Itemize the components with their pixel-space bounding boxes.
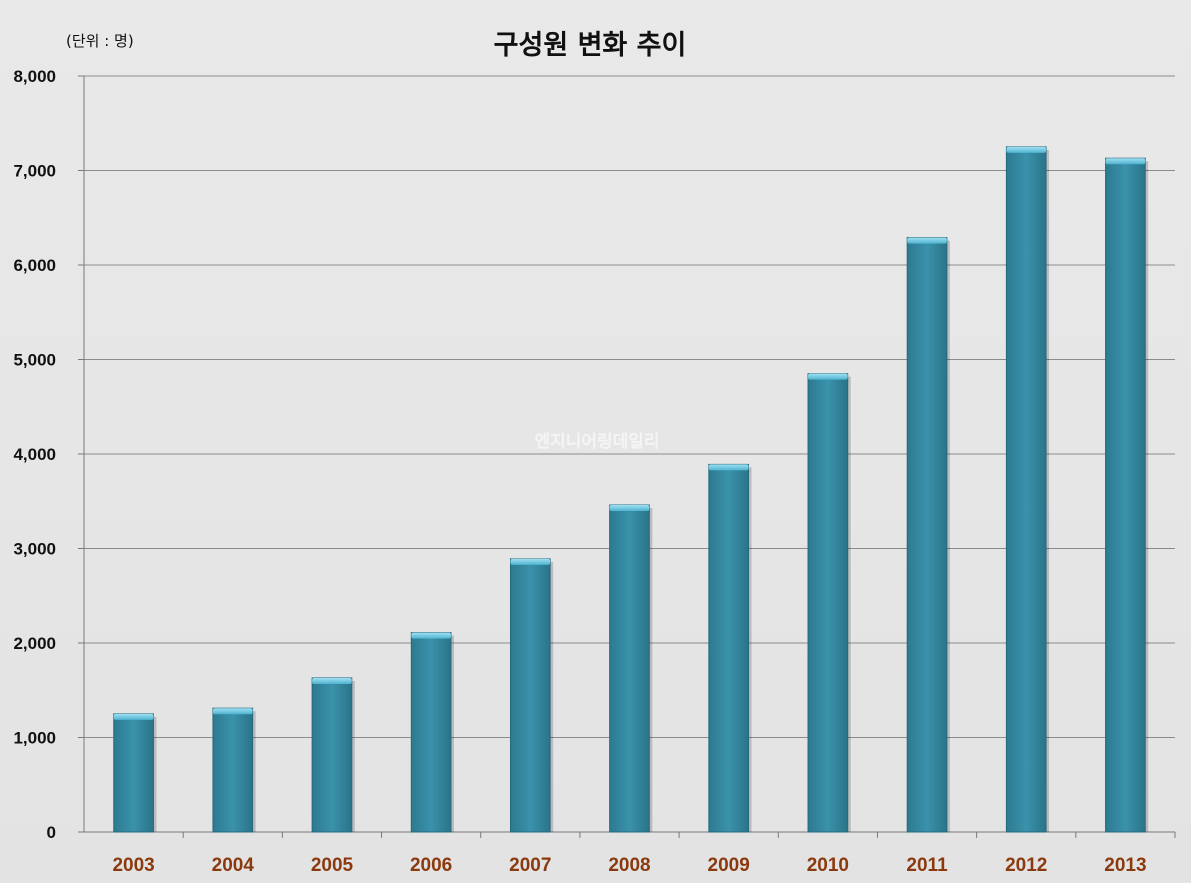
bar-2011: [906, 237, 950, 833]
y-tick-label: 5,000: [13, 351, 56, 370]
bar-2007: [509, 558, 554, 833]
bar: [410, 632, 452, 833]
bars: [113, 146, 1149, 833]
bar-2004: [212, 707, 256, 833]
bar: [113, 713, 154, 833]
bar-cap: [907, 237, 947, 244]
x-tick-label: 2004: [212, 855, 255, 876]
x-axis-ticks: 2003 2004 2005 2006 2007 2008 2009 2010 2011 2012…: [112, 855, 1146, 876]
bar-2003: [113, 713, 157, 833]
y-tick-label: 7,000: [13, 162, 56, 181]
y-axis-ticks: 0 1,000 2,000 3,000 4,000 5,000 6,000 7,000 8,00…: [13, 67, 56, 842]
x-tick-label: 2010: [807, 855, 849, 876]
bar-cap: [411, 632, 451, 639]
bar: [1005, 146, 1047, 833]
x-tick-label: 2008: [608, 855, 650, 876]
bar-cap: [212, 708, 253, 715]
bar: [212, 707, 254, 833]
y-tick-label: 0: [47, 823, 56, 842]
bar-2013: [1105, 157, 1149, 833]
x-tick-label: 2009: [708, 855, 750, 876]
bar-cap: [1105, 158, 1146, 165]
y-tick-label: 3,000: [13, 540, 56, 559]
bar-cap: [510, 558, 551, 565]
x-tick-label: 2012: [1005, 855, 1047, 876]
x-tick-label: 2013: [1104, 855, 1146, 876]
bar-2008: [609, 504, 653, 833]
bar-cap: [808, 373, 848, 380]
bar-2006: [410, 632, 454, 833]
y-tick-label: 6,000: [13, 256, 56, 275]
x-tick-label: 2003: [112, 855, 154, 876]
bar: [807, 373, 849, 833]
bar: [609, 504, 650, 833]
bar-2010: [807, 373, 851, 833]
bar: [311, 677, 353, 833]
bar-2005: [311, 677, 355, 833]
bar-cap: [609, 505, 650, 512]
x-tick-label: 2007: [509, 855, 551, 876]
bar-cap: [312, 677, 352, 684]
bar-cap: [708, 464, 749, 471]
y-tick-label: 4,000: [13, 445, 56, 464]
bar: [708, 463, 750, 833]
bar: [509, 558, 551, 833]
x-tick-label: 2005: [311, 855, 354, 876]
chart-title: 구성원 변화 추이: [494, 30, 687, 61]
y-tick-label: 8,000: [13, 67, 56, 86]
x-tick-label: 2006: [410, 855, 452, 876]
x-tick-label: 2011: [906, 855, 948, 876]
bar-cap: [113, 713, 154, 720]
unit-note: (단위 : 명): [66, 32, 134, 50]
y-tick-label: 2,000: [13, 634, 56, 653]
bar: [906, 237, 948, 833]
bar: [1105, 157, 1146, 833]
bar-2009: [708, 463, 752, 833]
y-tick-label: 1,000: [13, 729, 56, 748]
bar-cap: [1006, 146, 1047, 153]
bar-2012: [1005, 146, 1050, 833]
watermark-text: 엔지니어링데일리: [534, 432, 659, 452]
